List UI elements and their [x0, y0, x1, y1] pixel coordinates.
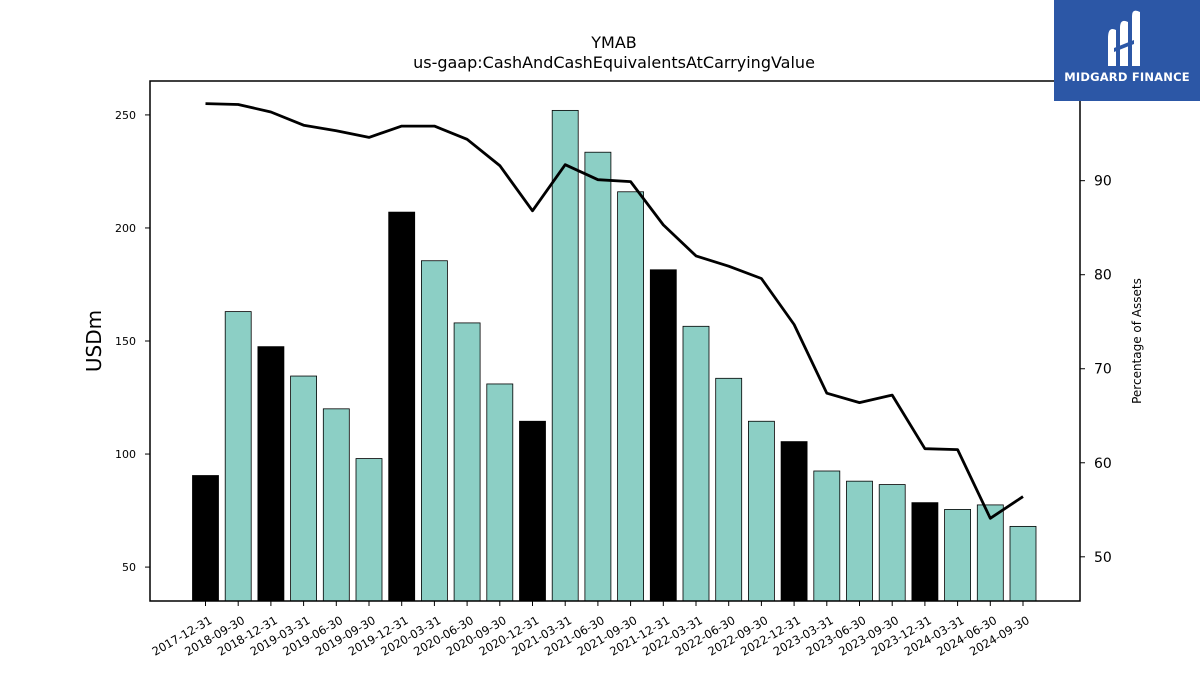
bar-2020-09-30	[486, 383, 514, 602]
bar-2023-06-30	[846, 480, 873, 602]
midgard-finance-logo: MIDGARD FINANCE	[1054, 0, 1200, 101]
y2-tick-label: 90	[1094, 174, 1112, 190]
bar-2023-03-31	[813, 470, 841, 602]
y2-tick-label: 50	[1094, 550, 1112, 566]
bar-2021-06-30	[584, 151, 612, 602]
bar-2021-12-31	[649, 269, 677, 602]
plot-frame	[149, 80, 1081, 602]
bar-2020-06-30	[453, 322, 481, 602]
y2-tick-label: 80	[1094, 268, 1112, 284]
bar-2023-12-31	[911, 502, 939, 602]
bar-2019-12-31	[388, 211, 416, 602]
bar-2024-06-30	[976, 504, 1004, 602]
bar-2022-03-31	[682, 325, 710, 602]
bar-2019-06-30	[322, 408, 350, 602]
y-axis-label: USDm	[82, 310, 106, 372]
y2-axis-label: Percentage of Assets	[1130, 278, 1144, 404]
bar-2024-03-31	[944, 509, 971, 602]
logo-mark-icon	[1108, 10, 1140, 67]
y-tick-label: 50	[122, 561, 136, 574]
logo-text: MIDGARD FINANCE	[1064, 70, 1190, 84]
bar-2024-09-30	[1009, 525, 1037, 602]
bar-2018-09-30	[224, 311, 252, 602]
chart-subtitle: us-gaap:CashAndCashEquivalentsAtCarrying…	[413, 53, 815, 72]
y2-tick-label: 70	[1094, 362, 1112, 378]
y-tick-label: 150	[115, 335, 136, 348]
y-tick-label: 100	[115, 448, 136, 461]
bar-2021-03-31	[551, 109, 579, 602]
bar-2020-03-31	[420, 260, 448, 602]
percentage-line-series	[205, 102, 1024, 520]
y-tick-label: 200	[115, 222, 136, 235]
bar-2022-09-30	[748, 420, 775, 602]
bar-2019-03-31	[290, 375, 318, 602]
y2-tick-label: 60	[1094, 456, 1112, 472]
bar-2023-09-30	[878, 484, 906, 602]
bar-2017-12-31	[192, 475, 219, 602]
chart-title: YMAB	[590, 33, 637, 52]
bar-2018-12-31	[257, 346, 285, 602]
bar-2022-06-30	[715, 377, 743, 602]
bar-2021-09-30	[617, 191, 644, 602]
bar-2022-12-31	[780, 441, 808, 602]
percentage-line	[205, 102, 1024, 520]
y-tick-label: 250	[115, 109, 136, 122]
bar-series	[192, 109, 1037, 602]
bar-2020-12-31	[519, 420, 546, 602]
bar-2019-09-30	[355, 458, 383, 602]
